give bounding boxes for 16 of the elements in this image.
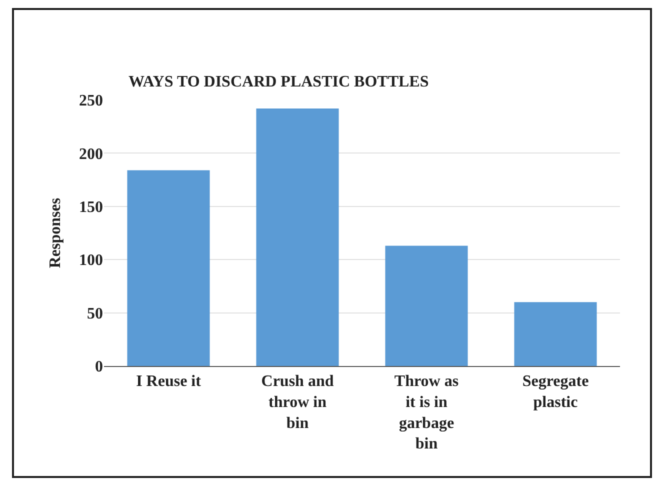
y-tick-label: 250 bbox=[79, 92, 103, 110]
x-tick-label: Throw as it is in garbage bin bbox=[394, 373, 459, 453]
bar bbox=[127, 170, 210, 366]
y-tick-label: 150 bbox=[79, 199, 103, 216]
x-tick-label: Crush and throw in bin bbox=[261, 373, 334, 432]
y-tick-label: 100 bbox=[79, 252, 103, 270]
y-tick-label: 200 bbox=[79, 146, 103, 163]
bar bbox=[385, 246, 468, 366]
chart-title: WAYS TO DISCARD PLASTIC BOTTLES bbox=[128, 73, 429, 90]
bar bbox=[514, 302, 597, 366]
y-tick-label: 50 bbox=[87, 305, 103, 322]
x-tick-label: Segregate plastic bbox=[522, 373, 589, 411]
x-tick-label: I Reuse it bbox=[136, 373, 202, 390]
y-axis-title: Responses bbox=[46, 198, 64, 268]
y-tick-label: 0 bbox=[95, 358, 103, 376]
bar bbox=[256, 108, 339, 366]
